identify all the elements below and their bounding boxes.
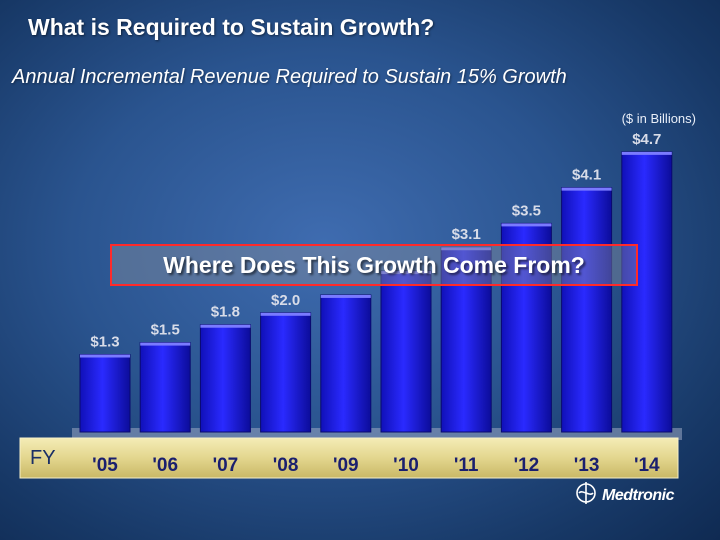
logo-wordmark: Medtronic bbox=[602, 486, 674, 504]
value-label: $3.5 bbox=[512, 202, 541, 219]
bar-7 bbox=[500, 222, 552, 433]
category-label: '12 bbox=[514, 455, 540, 476]
bar-top-highlight bbox=[80, 354, 130, 358]
category-label: '08 bbox=[273, 455, 299, 476]
medtronic-logo: Medtronic bbox=[574, 480, 674, 511]
axis-band bbox=[19, 437, 679, 479]
category-label: '09 bbox=[333, 455, 359, 476]
category-label: '11 bbox=[454, 455, 479, 476]
bar-2 bbox=[199, 324, 251, 433]
value-label: $3.1 bbox=[452, 226, 481, 243]
bar-top-highlight bbox=[441, 247, 492, 251]
bar-8 bbox=[561, 187, 613, 433]
category-label: '14 bbox=[634, 455, 660, 476]
medtronic-logo-icon bbox=[574, 480, 598, 511]
bar-1 bbox=[139, 342, 191, 433]
category-label: '13 bbox=[574, 455, 600, 476]
chart-subtitle: Annual Incremental Revenue Required to S… bbox=[12, 66, 567, 88]
bar-top-highlight bbox=[501, 223, 552, 227]
bar-6 bbox=[440, 246, 492, 433]
units-label: ($ in Billions) bbox=[621, 111, 696, 126]
bar-9 bbox=[621, 151, 673, 433]
callout-box: Where Does This Growth Come From? bbox=[110, 244, 638, 286]
bar-0 bbox=[79, 354, 131, 433]
bar-4 bbox=[320, 294, 372, 433]
value-label: $1.3 bbox=[90, 334, 119, 351]
bar-top-highlight bbox=[200, 324, 251, 328]
bar-top-highlight bbox=[320, 294, 371, 298]
value-label: $4.7 bbox=[632, 131, 661, 148]
bar-5 bbox=[380, 270, 432, 433]
page-title: What is Required to Sustain Growth? bbox=[28, 14, 435, 40]
value-label: $2.0 bbox=[271, 292, 300, 309]
category-label: '06 bbox=[152, 455, 178, 476]
fy-axis-label: FY bbox=[30, 447, 56, 469]
bar-top-highlight bbox=[561, 187, 612, 191]
value-label: $4.1 bbox=[572, 167, 601, 184]
category-label: '10 bbox=[393, 455, 419, 476]
bar-3 bbox=[260, 312, 312, 433]
value-label: $1.8 bbox=[211, 304, 240, 321]
bar-top-highlight bbox=[260, 312, 311, 316]
bar-top-highlight bbox=[621, 151, 672, 155]
category-label: '07 bbox=[213, 455, 239, 476]
category-label: '05 bbox=[92, 455, 118, 476]
value-label: $1.5 bbox=[151, 322, 180, 339]
bar-top-highlight bbox=[140, 342, 191, 346]
bar-top-highlight bbox=[381, 271, 431, 275]
